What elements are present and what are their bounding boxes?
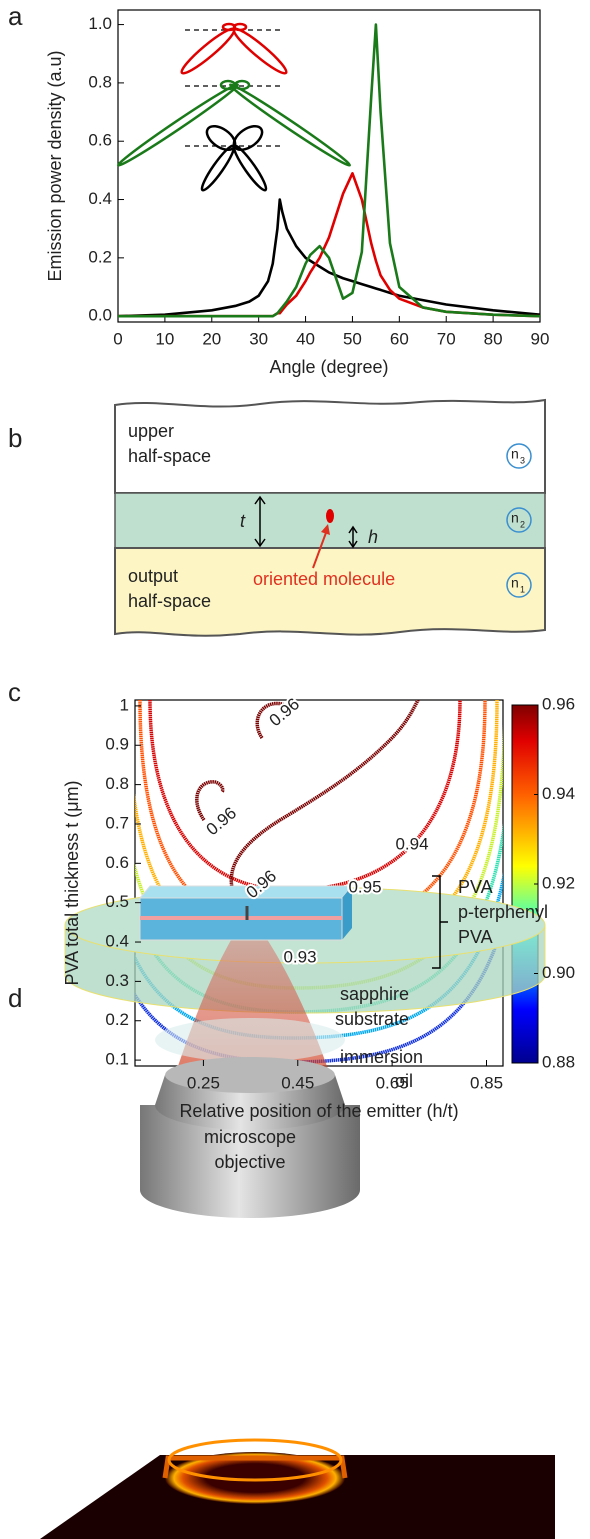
panel-label: a (8, 1, 23, 31)
label: objective (214, 1152, 285, 1172)
x-tick-label: 70 (437, 329, 456, 348)
polar-insets (117, 22, 351, 192)
y-tick-label: 0.9 (105, 735, 129, 754)
y-tick-label: 0.1 (105, 1050, 129, 1069)
index-sub: 2 (520, 519, 525, 529)
y-tick-label: 0.6 (88, 131, 112, 150)
colorbar-tick-label: 0.94 (542, 784, 575, 803)
x-axis-label: Relative position of the emitter (h/t) (179, 1101, 458, 1121)
contour-line (255, 701, 291, 739)
line-series (118, 23, 541, 318)
x-tick-label: 10 (155, 329, 174, 348)
label: half-space (128, 591, 211, 611)
index-label: n (511, 510, 519, 526)
colorbar-tick-label: 0.96 (542, 694, 575, 713)
panel-label: c (8, 677, 21, 707)
y-tick-label: 0.6 (105, 853, 129, 872)
y-tick-label: 1.0 (88, 14, 112, 33)
colorbar-tick-label: 0.92 (542, 873, 575, 892)
label: PVA (458, 877, 493, 897)
label: h (368, 527, 378, 547)
label: substrate (335, 1009, 409, 1029)
x-axis-label: Angle (degree) (269, 357, 388, 377)
x-tick-label: 0.85 (470, 1073, 503, 1092)
plot-frame (117, 9, 541, 323)
x-tick-label: 0 (113, 329, 122, 348)
x-tick-label: 0.45 (281, 1073, 314, 1092)
x-tick-label: 50 (343, 329, 362, 348)
y-tick-label: 1 (120, 695, 129, 714)
colorbar-tick-label: 0.88 (542, 1052, 575, 1071)
label: upper (128, 421, 174, 441)
x-tick-label: 90 (531, 329, 550, 348)
index-sub: 3 (520, 455, 525, 465)
label: immersion (340, 1047, 423, 1067)
y-tick-label: 0.4 (105, 932, 129, 951)
colorbar (511, 704, 539, 1064)
y-tick-label: 0.5 (105, 892, 129, 911)
label: half-space (128, 446, 211, 466)
y-tick-label: 0.8 (105, 774, 129, 793)
y-tick-label: 0.4 (88, 189, 112, 208)
label: oriented molecule (253, 569, 395, 589)
index-sub: 1 (520, 584, 525, 594)
label: sapphire (340, 984, 409, 1004)
y-tick-label: 0.2 (105, 1010, 129, 1029)
layer-diagram (114, 398, 546, 637)
contour-label: 0.93 (283, 947, 316, 966)
y-tick-label: 0.7 (105, 813, 129, 832)
x-tick-label: 40 (296, 329, 315, 348)
contour-label: 0.94 (395, 834, 428, 853)
label: output (128, 566, 178, 586)
y-axis-label: Emission power density (a.u) (45, 50, 65, 281)
y-tick-label: 0.8 (88, 72, 112, 91)
contour-line (135, 700, 499, 962)
x-tick-label: 80 (484, 329, 503, 348)
x-tick-label: 0.25 (187, 1073, 220, 1092)
label: PVA (458, 927, 493, 947)
panel-label: d (8, 983, 22, 1013)
panel-label: b (8, 423, 22, 453)
line-series (118, 171, 541, 318)
contour-line (195, 780, 225, 822)
label: microscope (204, 1127, 296, 1147)
setup-illustration (40, 875, 555, 1539)
y-tick-label: 0.3 (105, 971, 129, 990)
x-tick-label: 20 (202, 329, 221, 348)
y-axis-label: PVA total thickness t (μm) (62, 780, 82, 985)
x-tick-label: 0.65 (376, 1073, 409, 1092)
x-tick-label: 30 (249, 329, 268, 348)
y-tick-label: 0.2 (88, 247, 112, 266)
contour-line (135, 719, 503, 990)
contour-label: 0.95 (348, 877, 381, 896)
x-tick-label: 60 (390, 329, 409, 348)
label: oil (395, 1071, 413, 1091)
label: p-terphenyl (458, 902, 548, 922)
colorbar-tick-label: 0.90 (542, 963, 575, 982)
label: t (240, 511, 246, 531)
contour-line (229, 700, 420, 901)
y-tick-label: 0.0 (88, 306, 112, 325)
index-label: n (511, 575, 519, 591)
index-label: n (511, 446, 519, 462)
contour-line (135, 872, 503, 1040)
